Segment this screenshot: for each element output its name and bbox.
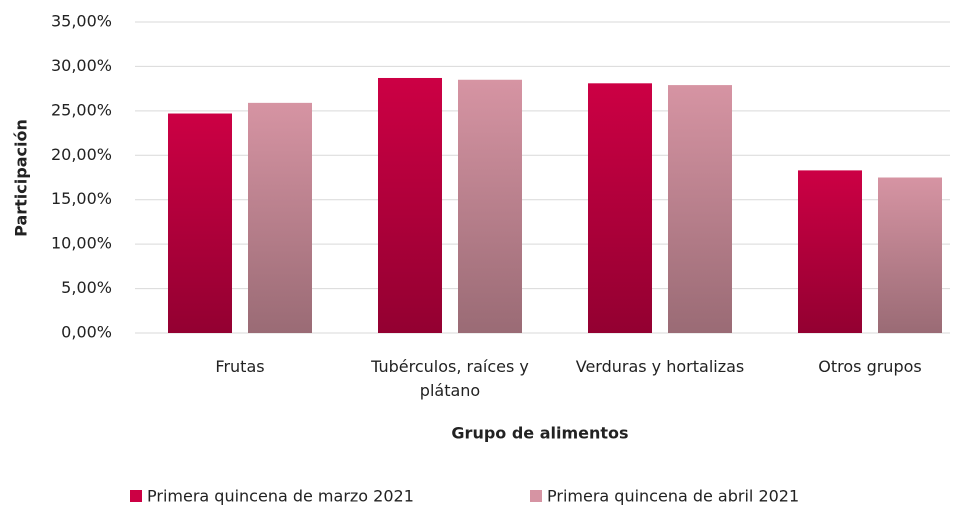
y-tick-label: 5,00%: [61, 278, 112, 297]
bar: [668, 85, 732, 334]
y-tick-label: 35,00%: [51, 12, 112, 31]
bar: [378, 77, 442, 333]
y-tick-label: 10,00%: [51, 234, 112, 253]
legend-marker: [130, 490, 142, 502]
y-tick-label: 20,00%: [51, 145, 112, 164]
y-axis-label: Participación: [12, 119, 31, 237]
legend-marker: [530, 490, 542, 502]
x-axis-label: Grupo de alimentos: [451, 424, 628, 443]
bar: [878, 177, 942, 333]
x-tick-label: Tubérculos, raíces y plátano: [371, 357, 529, 400]
legend-label: Primera quincena de marzo 2021: [147, 487, 414, 506]
bar: [798, 170, 862, 333]
y-tick-label: 15,00%: [51, 189, 112, 208]
x-tick-label: Otros grupos: [818, 357, 922, 376]
y-tick-label: 25,00%: [51, 100, 112, 119]
bar: [168, 113, 232, 333]
y-tick-label: 30,00%: [51, 56, 112, 75]
bar: [248, 102, 312, 333]
legend-label: Primera quincena de abril 2021: [547, 487, 799, 506]
bar: [458, 79, 522, 333]
bar: [588, 83, 652, 333]
x-tick-label: Verduras y hortalizas: [575, 357, 745, 376]
y-tick-label: 0,00%: [61, 323, 112, 342]
x-tick-label: Frutas: [215, 357, 265, 376]
